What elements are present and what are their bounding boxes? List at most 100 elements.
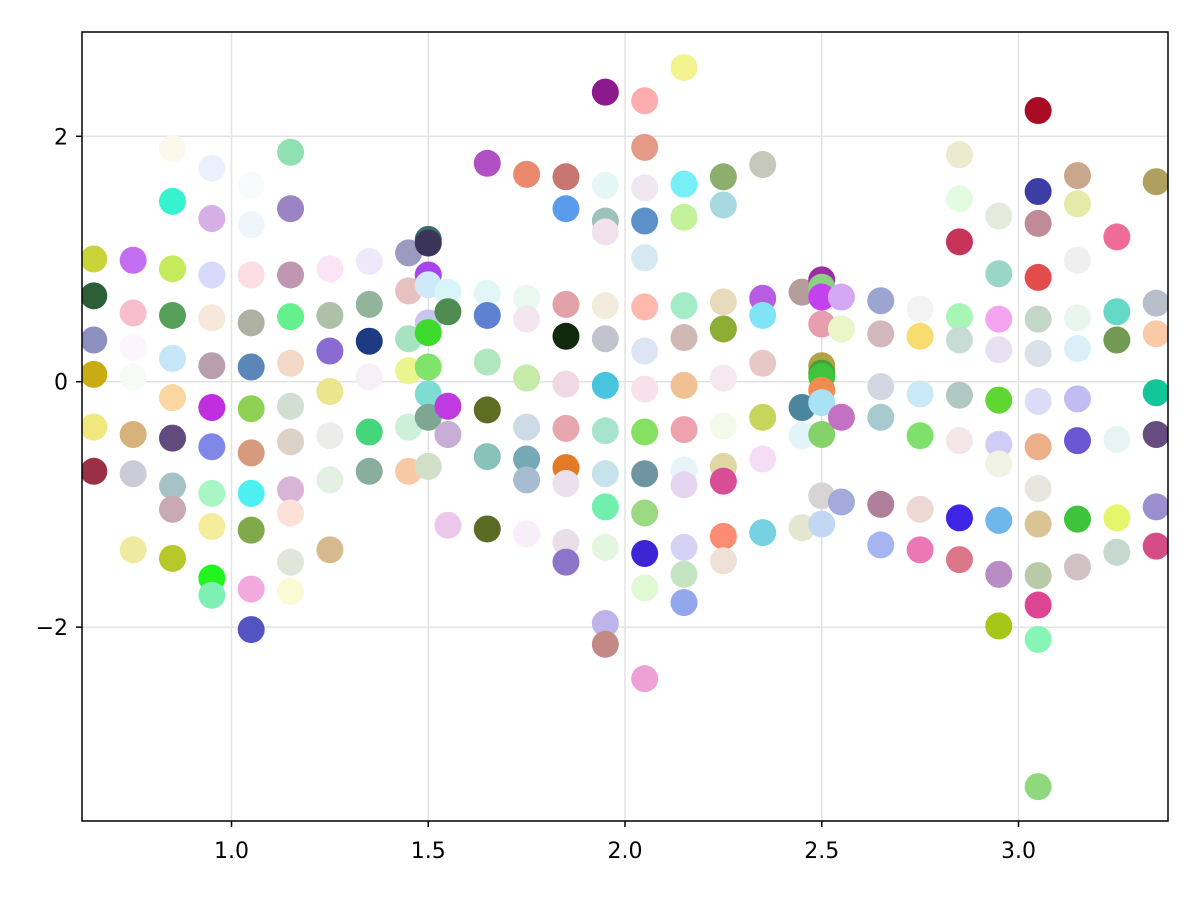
scatter-point	[1142, 420, 1168, 448]
x-tick-label: 3.0	[1001, 839, 1036, 864]
scatter-point	[277, 548, 305, 576]
scatter-point	[237, 439, 265, 467]
scatter-point	[1103, 504, 1131, 532]
scatter-point	[631, 418, 659, 446]
scatter-point	[552, 470, 580, 498]
scatter-point	[1103, 326, 1131, 354]
x-tick-label: 2.5	[804, 839, 839, 864]
scatter-point	[906, 495, 934, 523]
scatter-point	[198, 304, 226, 332]
scatter-point	[237, 211, 265, 239]
scatter-point	[82, 282, 108, 310]
scatter-point	[670, 371, 698, 399]
scatter-point	[670, 589, 698, 617]
scatter-point	[1024, 562, 1052, 590]
scatter-point	[159, 301, 186, 329]
scatter-point	[945, 326, 973, 354]
scatter-point	[237, 353, 265, 381]
scatter-point	[159, 344, 186, 372]
scatter-point	[631, 665, 659, 693]
scatter-point	[277, 195, 305, 223]
scatter-point	[1142, 168, 1168, 196]
scatter-point	[1142, 320, 1168, 348]
scatter-point	[591, 292, 619, 320]
scatter-point	[1142, 379, 1168, 407]
scatter-point	[82, 326, 108, 354]
scatter-point	[159, 384, 186, 412]
scatter-point	[513, 284, 541, 312]
scatter-point	[198, 393, 226, 421]
scatter-point	[985, 202, 1013, 230]
scatter-point	[434, 278, 462, 306]
scatter-point	[355, 457, 383, 485]
scatter-point	[1064, 246, 1091, 274]
scatter-point	[631, 174, 659, 202]
scatter-point	[82, 413, 108, 441]
scatter-point	[709, 522, 737, 550]
scatter-point	[1103, 223, 1131, 251]
scatter-point	[670, 203, 698, 231]
scatter-point	[82, 360, 108, 388]
scatter-point	[945, 185, 973, 213]
scatter-point	[552, 370, 580, 398]
scatter-point	[591, 609, 619, 637]
scatter-point	[591, 630, 619, 658]
scatter-point	[237, 516, 265, 544]
scatter-point	[670, 324, 698, 352]
scatter-point	[473, 149, 501, 177]
scatter-point	[631, 133, 659, 161]
scatter-point	[591, 171, 619, 199]
scatter-point	[985, 260, 1013, 288]
scatter-point	[985, 560, 1013, 588]
scatter-point	[631, 540, 659, 568]
scatter-point	[198, 479, 226, 507]
scatter-point	[198, 261, 226, 289]
scatter-point	[631, 375, 659, 403]
scatter-point	[1024, 339, 1052, 367]
scatter-point	[808, 283, 836, 311]
points	[82, 54, 1168, 801]
scatter-point	[867, 320, 895, 348]
scatter-point	[591, 325, 619, 353]
scatter-point	[827, 283, 855, 311]
scatter-point	[867, 531, 895, 559]
scatter-point	[1064, 190, 1091, 218]
scatter-point	[82, 457, 108, 485]
y-tick-label: −2	[36, 616, 68, 641]
scatter-point	[591, 78, 619, 106]
scatter-point	[945, 303, 973, 331]
scatter-point	[513, 520, 541, 548]
scatter-point	[316, 422, 344, 450]
scatter-point	[414, 229, 442, 257]
scatter-point	[159, 495, 186, 523]
scatter-point	[119, 420, 147, 448]
scatter-point	[670, 471, 698, 499]
scatter-point	[670, 560, 698, 588]
scatter-point	[1103, 538, 1131, 566]
scatter-point	[945, 381, 973, 409]
scatter-point	[1024, 625, 1052, 653]
scatter-point	[119, 299, 147, 327]
scatter-point	[1064, 385, 1091, 413]
scatter-point	[277, 428, 305, 456]
scatter-point	[277, 578, 305, 606]
scatter-point	[1024, 263, 1052, 291]
scatter-point	[749, 519, 777, 547]
scatter-point	[414, 452, 442, 480]
scatter-point	[316, 337, 344, 365]
scatter-point	[1024, 178, 1052, 206]
axes: 1.0 1.5 2.0 2.5 3.0 −2 0 2	[36, 31, 1169, 864]
scatter-point	[808, 420, 836, 448]
scatter-point	[788, 422, 816, 450]
scatter-point	[631, 460, 659, 488]
scatter-point	[159, 472, 186, 500]
scatter-point	[1064, 553, 1091, 581]
scatter-point	[82, 245, 108, 273]
scatter-point	[237, 616, 265, 644]
scatter-point	[749, 349, 777, 377]
scatter-point	[1103, 425, 1131, 453]
scatter-point	[808, 389, 836, 417]
scatter-point	[277, 476, 305, 504]
scatter-point	[749, 403, 777, 431]
